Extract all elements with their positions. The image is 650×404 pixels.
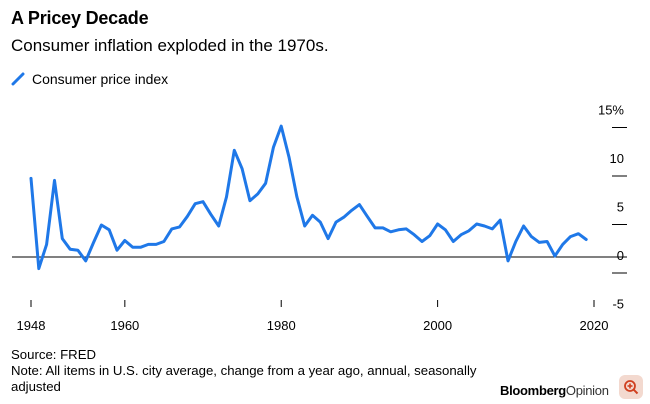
cpi-series-line (29, 124, 588, 271)
chart-title: A Pricey Decade (11, 8, 149, 28)
chart-subtitle: Consumer inflation exploded in the 1970s… (11, 36, 329, 55)
zoom-in-icon (624, 380, 639, 395)
zoom-button[interactable] (619, 375, 643, 399)
y-tick-label: 0 (617, 248, 624, 263)
source-note: Source: FRED (11, 347, 97, 362)
x-tick-label: 2000 (423, 318, 452, 333)
legend-label: Consumer price index (32, 71, 169, 87)
brand-logo: BloombergOpinion (500, 383, 609, 398)
x-tick-label: 2020 (580, 318, 609, 333)
x-tick-label: 1980 (267, 318, 296, 333)
y-tick-label: 5 (617, 200, 624, 215)
y-tick-label: -5 (612, 297, 624, 312)
y-tick-label: 15% (598, 103, 624, 118)
footer: Source: FRED Note: All items in U.S. cit… (11, 347, 491, 395)
x-tick-label: 1948 (17, 318, 46, 333)
x-tick-label: 1960 (110, 318, 139, 333)
data-note: Note: All items in U.S. city average, ch… (11, 363, 477, 394)
brand-part1: Bloomberg (500, 383, 566, 398)
y-tick-label: 10 (610, 151, 624, 166)
brand-part2: Opinion (565, 383, 609, 398)
legend: Consumer price index (11, 71, 168, 87)
legend-swatch (11, 72, 25, 86)
